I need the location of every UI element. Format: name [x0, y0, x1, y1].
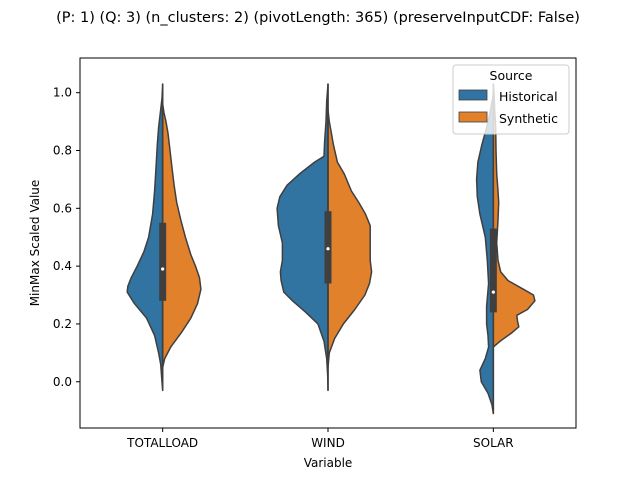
legend-title: Source — [490, 68, 533, 83]
violin-wind-synthetic — [327, 109, 373, 369]
violin-totalload-synthetic — [161, 103, 202, 369]
median-wind — [326, 247, 330, 251]
legend-label-historical: Historical — [499, 89, 558, 104]
x-axis: TOTALLOAD WIND SOLAR — [126, 428, 514, 450]
legend-swatch-synthetic — [458, 111, 488, 123]
iqr-box-totalload — [159, 222, 167, 301]
chart-title: (P: 1) (Q: 3) (n_clusters: 2) (pivotLeng… — [56, 10, 580, 26]
violin-layer — [126, 83, 536, 415]
legend-swatch-historical — [458, 89, 488, 101]
y-axis-label: MinMax Scaled Value — [28, 180, 42, 307]
legend: Source Historical Synthetic — [452, 64, 570, 135]
x-tick-label-totalload: TOTALLOAD — [126, 436, 198, 450]
violin-wind-historical — [276, 83, 329, 392]
x-tick-label-wind: WIND — [311, 436, 345, 450]
y-tick-label: 0.4 — [53, 259, 72, 273]
y-axis: 0.0 0.2 0.4 0.6 0.8 1.0 — [53, 86, 80, 389]
legend-label-synthetic: Synthetic — [499, 111, 558, 126]
y-tick-label: 0.8 — [53, 144, 72, 158]
x-tick-label-solar: SOLAR — [473, 436, 514, 450]
violin-totalload-historical — [126, 83, 164, 392]
x-axis-label: Variable — [304, 456, 353, 470]
y-tick-label: 0.6 — [53, 201, 72, 215]
box-layer — [159, 84, 497, 414]
median-solar — [491, 290, 495, 294]
y-tick-label: 0.2 — [53, 317, 72, 331]
median-totalload — [161, 267, 165, 271]
y-tick-label: 1.0 — [53, 86, 72, 100]
y-tick-label: 0.0 — [53, 375, 72, 389]
iqr-box-solar — [489, 228, 497, 313]
